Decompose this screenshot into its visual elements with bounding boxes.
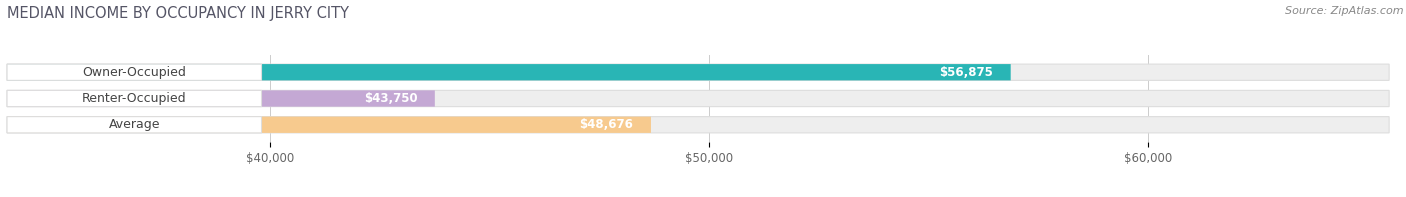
Text: $48,676: $48,676 <box>579 118 634 131</box>
Text: $43,750: $43,750 <box>364 92 418 105</box>
Text: MEDIAN INCOME BY OCCUPANCY IN JERRY CITY: MEDIAN INCOME BY OCCUPANCY IN JERRY CITY <box>7 6 349 21</box>
FancyBboxPatch shape <box>7 64 262 80</box>
Text: Owner-Occupied: Owner-Occupied <box>83 66 186 79</box>
FancyBboxPatch shape <box>7 90 1389 107</box>
FancyBboxPatch shape <box>7 90 262 107</box>
FancyBboxPatch shape <box>7 117 651 133</box>
Text: Renter-Occupied: Renter-Occupied <box>82 92 187 105</box>
Text: Source: ZipAtlas.com: Source: ZipAtlas.com <box>1285 6 1403 16</box>
FancyBboxPatch shape <box>7 117 1389 133</box>
FancyBboxPatch shape <box>7 90 434 107</box>
FancyBboxPatch shape <box>7 64 1011 80</box>
FancyBboxPatch shape <box>7 117 262 133</box>
FancyBboxPatch shape <box>7 64 1389 80</box>
Text: Average: Average <box>108 118 160 131</box>
Text: $56,875: $56,875 <box>939 66 993 79</box>
